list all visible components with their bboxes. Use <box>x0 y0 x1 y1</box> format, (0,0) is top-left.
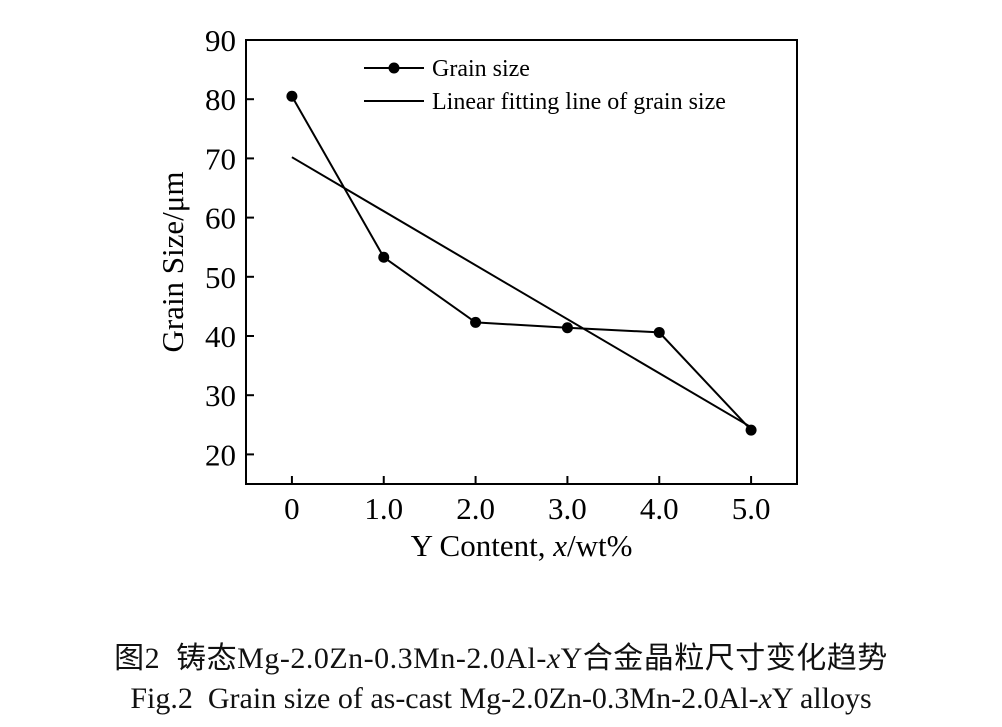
x-tick-label: 0 <box>284 491 300 526</box>
plot-frame <box>245 39 798 485</box>
series-line-grain-size <box>291 95 752 431</box>
legend-label: Linear fitting line of grain size <box>432 89 726 115</box>
caption-english: Fig.2 Grain size of as-cast Mg-2.0Zn-0.3… <box>0 682 1002 716</box>
caption-en-variable: x <box>758 682 772 715</box>
x-tick-label: 4.0 <box>640 491 679 526</box>
data-point <box>470 316 482 328</box>
y-tick-label: 20 <box>205 437 236 472</box>
caption-en-text: Grain size of as-cast Mg-2.0Zn-0.3Mn-2.0… <box>207 682 759 715</box>
chart: 20 30 40 50 60 70 80 90 0 1.0 2.0 3.0 4.0 5.0 Grain s… <box>155 23 798 563</box>
caption-cn-variable: x <box>546 642 561 675</box>
caption-cn-tail: Y合金晶粒尺寸变化趋势 <box>560 642 888 675</box>
data-point <box>286 90 298 102</box>
legend-label: Grain size <box>432 56 530 82</box>
caption-cn-figure-number: 图2 <box>114 642 161 675</box>
y-tick-label: 60 <box>205 201 236 236</box>
plot-area: 20 30 40 50 60 70 80 90 0 1.0 2.0 3.0 4.0 5.0 <box>205 23 798 526</box>
caption-en-tail: Y alloys <box>771 682 872 715</box>
y-tick-label: 30 <box>205 378 236 413</box>
caption-chinese: 图2 铸态Mg-2.0Zn-0.3Mn-2.0Al-xY合金晶粒尺寸变化趋势 <box>0 633 1002 677</box>
data-point <box>653 326 665 338</box>
series-line-linear-fit <box>291 156 752 429</box>
x-tick-label: 1.0 <box>364 491 403 526</box>
data-point <box>561 322 573 334</box>
y-tick-label: 90 <box>205 23 236 58</box>
y-tick-label: 40 <box>205 319 236 354</box>
data-point <box>378 251 390 263</box>
legend: Grain size Linear fitting line of grain s… <box>364 56 726 115</box>
y-axis-title: Grain Size/μm <box>155 171 190 352</box>
y-tick-label: 50 <box>205 260 236 295</box>
y-tick-label: 70 <box>205 141 236 176</box>
x-axis-title: Y Content, x/wt% <box>411 528 633 563</box>
x-tick-label: 3.0 <box>548 491 587 526</box>
x-tick-label: 5.0 <box>732 491 771 526</box>
data-point <box>745 424 757 436</box>
caption-cn-text: 铸态Mg-2.0Zn-0.3Mn-2.0Al- <box>176 642 547 675</box>
legend-marker <box>388 62 400 74</box>
y-tick-label: 80 <box>205 82 236 117</box>
x-tick-label: 2.0 <box>456 491 495 526</box>
caption-en-figure-number: Fig.2 <box>130 682 193 715</box>
